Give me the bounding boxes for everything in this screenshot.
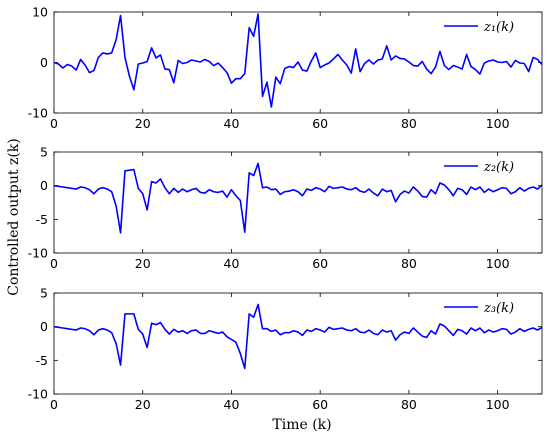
y-tick-label: -10 — [28, 387, 48, 402]
series-line-3 — [53, 303, 543, 370]
y-tick-label: 5 — [40, 286, 48, 301]
x-tick-label: 100 — [486, 116, 510, 131]
x-tick-label: 80 — [401, 256, 417, 271]
x-tick-label: 100 — [486, 397, 510, 412]
y-tick-label: 10 — [32, 5, 48, 20]
x-tick-label: 40 — [224, 116, 240, 131]
x-tick-label: 0 — [50, 116, 58, 131]
x-tick-label: 20 — [135, 397, 151, 412]
chart-panel-3: 0 20 40 60 80 100 -10 -5 0 5 z₃(k) — [28, 286, 543, 412]
legend-label: z₁(k) — [483, 20, 514, 35]
x-tick-label: 60 — [312, 256, 328, 271]
y-tick-label: 0 — [40, 55, 48, 70]
x-tick-label: 80 — [401, 116, 417, 131]
series-line-2 — [53, 162, 543, 234]
plot-frame — [53, 151, 543, 254]
x-tick-label: 0 — [50, 397, 58, 412]
y-tick-label: 5 — [40, 145, 48, 160]
x-tick-label: 60 — [312, 116, 328, 131]
legend-label: z₂(k) — [483, 160, 514, 175]
x-tick-label: 60 — [312, 397, 328, 412]
x-tick-label: 40 — [224, 397, 240, 412]
x-tick-label: 80 — [401, 397, 417, 412]
x-tick-label: 40 — [224, 256, 240, 271]
x-tick-label: 20 — [135, 116, 151, 131]
plot-frame — [53, 292, 543, 395]
y-tick-label: -10 — [28, 246, 48, 261]
chart-panel-2: 0 20 40 60 80 100 -10 -5 0 5 z₂(k) — [28, 145, 543, 271]
x-tick-label: 100 — [486, 256, 510, 271]
y-axis-label: Controlled output z(k) — [6, 138, 22, 295]
y-tick-label: -5 — [36, 212, 48, 227]
y-tick-label: 0 — [40, 319, 48, 334]
y-tick-label: -5 — [36, 353, 48, 368]
y-tick-label: 0 — [40, 178, 48, 193]
y-tick-label: -10 — [28, 106, 48, 121]
x-tick-label: 0 — [50, 256, 58, 271]
series-line-1 — [53, 13, 543, 108]
legend-label: z₃(k) — [483, 301, 514, 316]
x-tick-label: 20 — [135, 256, 151, 271]
x-axis-label: Time (k) — [272, 417, 331, 433]
